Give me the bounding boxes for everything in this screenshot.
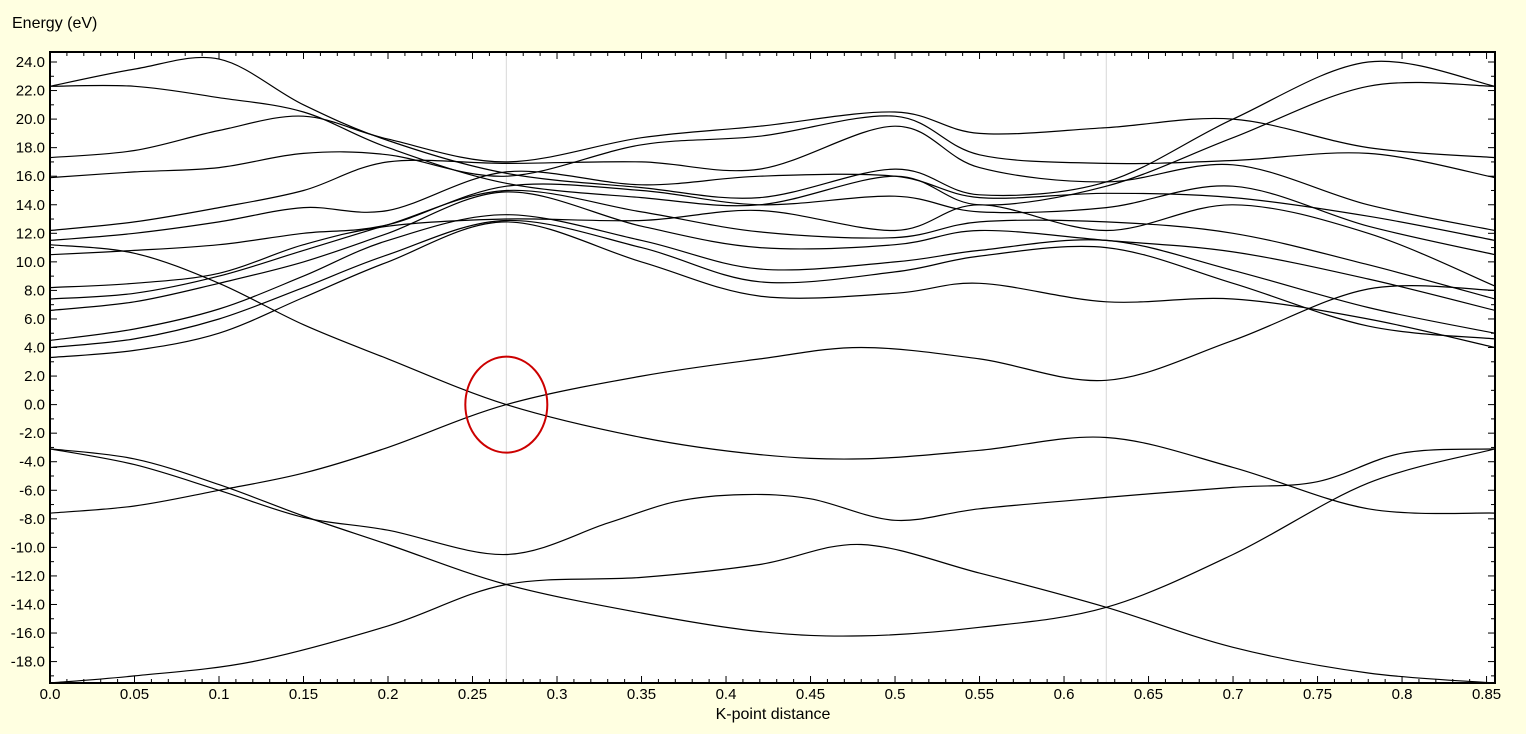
y-tick-label: -4.0 — [19, 454, 45, 471]
x-tick-label: 0.25 — [458, 686, 487, 703]
x-tick-label: 0.05 — [120, 686, 149, 703]
band-line — [50, 170, 1495, 241]
band-line — [50, 214, 1495, 341]
y-tick-label: 4.0 — [24, 340, 45, 357]
x-tick-label: 0.65 — [1134, 686, 1163, 703]
x-tick-label: 0.8 — [1392, 686, 1413, 703]
x-tick-label: 0.15 — [289, 686, 318, 703]
band-line — [50, 448, 1495, 556]
y-tick-label: 6.0 — [24, 311, 45, 328]
band-line — [50, 244, 1495, 515]
y-tick-label: 20.0 — [16, 111, 45, 128]
x-tick-label: 0.75 — [1303, 686, 1332, 703]
x-tick-label: 0.1 — [209, 686, 230, 703]
band-line — [50, 448, 1495, 637]
band-line — [50, 183, 1495, 256]
y-tick-label: -10.0 — [11, 539, 45, 556]
band-line — [50, 125, 1495, 232]
x-tick-label: 0.7 — [1223, 686, 1244, 703]
x-tick-label: 0.35 — [627, 686, 656, 703]
y-tick-label: 12.0 — [16, 225, 45, 242]
high-symmetry-lines — [505, 52, 1107, 683]
y-tick-label: 10.0 — [16, 254, 45, 271]
x-tick-label: 0.45 — [796, 686, 825, 703]
y-tick-label: 16.0 — [16, 168, 45, 185]
x-tick-label: 0.4 — [716, 686, 737, 703]
band-lines — [50, 56, 1495, 683]
y-tick-label: 0.0 — [24, 397, 45, 414]
x-tick-label: 0.85 — [1472, 686, 1501, 703]
y-tick-labels: 24.0 22.0 20.0 18.0 16.0 14.0 12.0 10.0 8.0 6.0 4.… — [11, 54, 45, 671]
band-line — [50, 115, 1495, 179]
chart-title: Energy (eV) — [12, 15, 98, 32]
x-tick-label: 0.5 — [885, 686, 906, 703]
y-tick-label: -6.0 — [19, 482, 45, 499]
x-tick-label: 0.55 — [965, 686, 994, 703]
x-axis-label: K-point distance — [715, 706, 831, 723]
y-tick-label: -16.0 — [11, 625, 45, 642]
band-line — [50, 81, 1495, 207]
plot-frame — [49, 51, 1496, 684]
x-tick-label: 0.3 — [547, 686, 568, 703]
y-tick-label: 22.0 — [16, 83, 45, 100]
plot-area — [50, 52, 1495, 683]
y-tick-label: 2.0 — [24, 368, 45, 385]
y-tick-label: 14.0 — [16, 197, 45, 214]
band-line — [50, 56, 1495, 199]
y-tick-label: 8.0 — [24, 282, 45, 299]
band-line — [50, 189, 1495, 300]
y-tick-label: 18.0 — [16, 140, 45, 157]
highlight-ellipse — [464, 355, 549, 454]
y-tick-label: 24.0 — [16, 54, 45, 71]
y-tick-label: -8.0 — [19, 511, 45, 528]
band-line — [50, 204, 1495, 289]
x-tick-label: 0.0 — [40, 686, 61, 703]
y-tick-label: -18.0 — [11, 654, 45, 671]
y-tick-label: -12.0 — [11, 568, 45, 585]
y-tick-label: -14.0 — [11, 596, 45, 613]
x-tick-labels: 0.0 0.05 0.1 0.15 0.2 0.25 0.3 0.35 0.4 0.45 0.5 0.… — [40, 686, 1502, 703]
x-tick-label: 0.2 — [378, 686, 399, 703]
x-tick-label: 0.6 — [1054, 686, 1075, 703]
axis-ticks — [49, 52, 1495, 683]
band-line — [50, 221, 1495, 359]
band-line — [50, 219, 1495, 349]
band-line — [50, 543, 1495, 683]
band-line — [50, 285, 1495, 514]
band-line — [50, 191, 1495, 311]
y-tick-label: -2.0 — [19, 425, 45, 442]
